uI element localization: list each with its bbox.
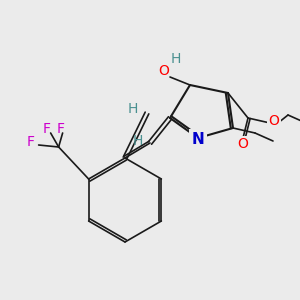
Text: F: F [27, 135, 34, 149]
Text: O: O [268, 114, 279, 128]
Text: N: N [192, 131, 204, 146]
Text: O: O [159, 64, 170, 78]
Text: H: H [171, 52, 181, 66]
Text: H: H [128, 102, 138, 116]
Text: F: F [57, 122, 64, 136]
Text: O: O [238, 137, 248, 151]
Text: H: H [133, 134, 143, 148]
Text: F: F [43, 122, 51, 136]
